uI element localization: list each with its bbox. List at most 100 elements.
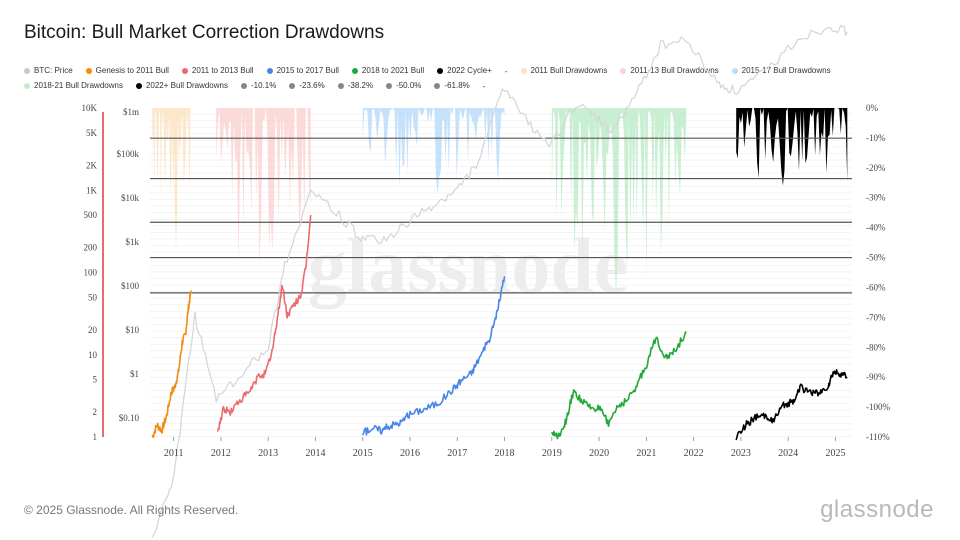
left-axis-tick: 200: [84, 243, 98, 253]
legend-item[interactable]: -23.6%: [289, 79, 325, 93]
legend-item[interactable]: -: [505, 65, 508, 79]
right-axis-tick: -110%: [866, 432, 890, 442]
left-axis-tick: 1: [93, 432, 98, 442]
x-axis-tick: 2013: [258, 448, 278, 459]
drawdown-area: [551, 108, 687, 294]
price-axis-tick: $1m: [123, 107, 139, 117]
legend-swatch: [731, 68, 738, 74]
x-axis-tick: 2016: [400, 448, 420, 459]
price-axis-tick: $100k: [117, 149, 140, 159]
legend-item[interactable]: 2015-17 Bull Drawdowns: [731, 64, 831, 78]
legend-item[interactable]: -61.8%: [434, 79, 470, 93]
x-axis-tick: 2023: [731, 448, 751, 459]
legend-label: Genesis to 2011 Bull: [95, 66, 169, 75]
x-axis-tick: 2019: [542, 448, 562, 459]
right-axis-tick: -40%: [866, 223, 886, 233]
series-line: [361, 276, 506, 436]
left-axis-tick: 20: [88, 325, 98, 335]
right-axis-tick: -30%: [866, 193, 886, 203]
left-axis-tick: 10: [88, 350, 98, 360]
x-axis-tick: 2021: [636, 448, 656, 459]
legend-label: -50.0%: [396, 81, 422, 90]
legend-swatch: [85, 68, 92, 74]
left-axis-tick: 500: [84, 210, 98, 220]
x-axis-tick: 2011: [164, 448, 184, 459]
legend-item[interactable]: -38.2%: [337, 79, 373, 93]
legend-swatch: [135, 83, 142, 89]
left-axis-tick: 5: [93, 375, 98, 385]
legend-label: -61.8%: [444, 81, 470, 90]
x-axis-tick: 2020: [589, 448, 609, 459]
x-axis-tick: 2015: [353, 448, 373, 459]
legend-item[interactable]: -50.0%: [386, 79, 421, 93]
legend-swatch: [24, 68, 30, 74]
series-line: [735, 368, 848, 441]
legend-item[interactable]: -: [483, 80, 486, 94]
left-axis-tick: 2: [93, 407, 98, 417]
legend-label: 2018 to 2021 Bull: [361, 66, 425, 75]
series-line: [151, 290, 192, 439]
legend-swatch: [289, 83, 296, 89]
legend-swatch: [240, 83, 247, 89]
left-axis-tick: 5K: [86, 128, 98, 138]
legend-item[interactable]: 2018 to 2021 Bull: [351, 64, 425, 78]
series-line: [151, 24, 848, 538]
right-axis-tick: -20%: [866, 163, 886, 173]
x-axis-tick: 2025: [825, 448, 845, 459]
legend-label: -10.1%: [250, 81, 277, 90]
legend-label: 2015-17 Bull Drawdowns: [741, 66, 831, 75]
legend-item[interactable]: 2022+ Bull Drawdowns: [135, 79, 228, 93]
legend-item[interactable]: 2018-21 Bull Drawdowns: [24, 79, 123, 93]
price-axis-tick: $0.10: [119, 413, 140, 423]
legend-label: -: [504, 67, 508, 76]
left-axis-tick: 100: [84, 268, 98, 278]
legend-swatch: [351, 68, 358, 74]
x-axis-tick: 2018: [495, 448, 515, 459]
legend-swatch: [620, 68, 627, 74]
right-axis-tick: -70%: [866, 312, 886, 322]
legend-swatch: [337, 83, 344, 89]
legend-label: 2011 Bull Drawdowns: [530, 66, 608, 75]
legend-swatch: [181, 68, 188, 74]
legend-item[interactable]: -10.1%: [240, 79, 277, 93]
legend-label: 2022+ Bull Drawdowns: [145, 81, 228, 90]
brand-logo: glassnode: [820, 496, 934, 523]
left-axis-tick: 10K: [82, 103, 98, 113]
legend-item[interactable]: Genesis to 2011 Bull: [85, 64, 169, 78]
price-axis-tick: $1: [130, 369, 139, 379]
drawdown-area: [736, 108, 848, 186]
legend-item[interactable]: 2011 Bull Drawdowns: [520, 64, 608, 78]
legend-label: -23.6%: [299, 81, 325, 90]
legend-label: -: [482, 82, 486, 91]
legend-swatch: [386, 83, 393, 89]
series-line: [216, 214, 312, 432]
drawdown-area: [362, 108, 505, 195]
legend-item[interactable]: BTC: Price: [24, 64, 73, 78]
legend-label: 2015 to 2017 Bull: [276, 66, 339, 75]
left-axis-tick: 1K: [86, 185, 98, 195]
right-axis-tick: -60%: [866, 282, 886, 292]
legend-label: 2011-13 Bull Drawdowns: [630, 66, 719, 75]
price-axis-tick: $100: [121, 281, 140, 291]
price-axis-tick: $1k: [126, 237, 140, 247]
legend-label: 2011 to 2013 Bull: [191, 66, 254, 75]
legend-swatch: [24, 83, 30, 89]
series-line: [551, 331, 687, 440]
right-axis-tick: -10%: [866, 133, 886, 143]
left-axis-tick: 50: [88, 292, 98, 302]
right-axis-tick: -80%: [866, 342, 886, 352]
right-axis-tick: -90%: [866, 372, 886, 382]
legend-item[interactable]: 2022 Cycle+: [437, 64, 492, 78]
legend-label: BTC: Price: [34, 66, 73, 75]
legend-item[interactable]: 2011 to 2013 Bull: [181, 64, 254, 78]
drawdown-area: [152, 108, 191, 252]
copyright-footer: © 2025 Glassnode. All Rights Reserved.: [24, 503, 239, 517]
legend-swatch: [434, 83, 441, 89]
x-axis-tick: 2014: [305, 448, 325, 459]
legend-item[interactable]: 2015 to 2017 Bull: [266, 64, 339, 78]
left-axis-tick: 2K: [86, 160, 98, 170]
x-axis-tick: 2012: [211, 448, 231, 459]
legend-item[interactable]: 2011-13 Bull Drawdowns: [620, 64, 719, 78]
legend-swatch: [266, 68, 273, 74]
